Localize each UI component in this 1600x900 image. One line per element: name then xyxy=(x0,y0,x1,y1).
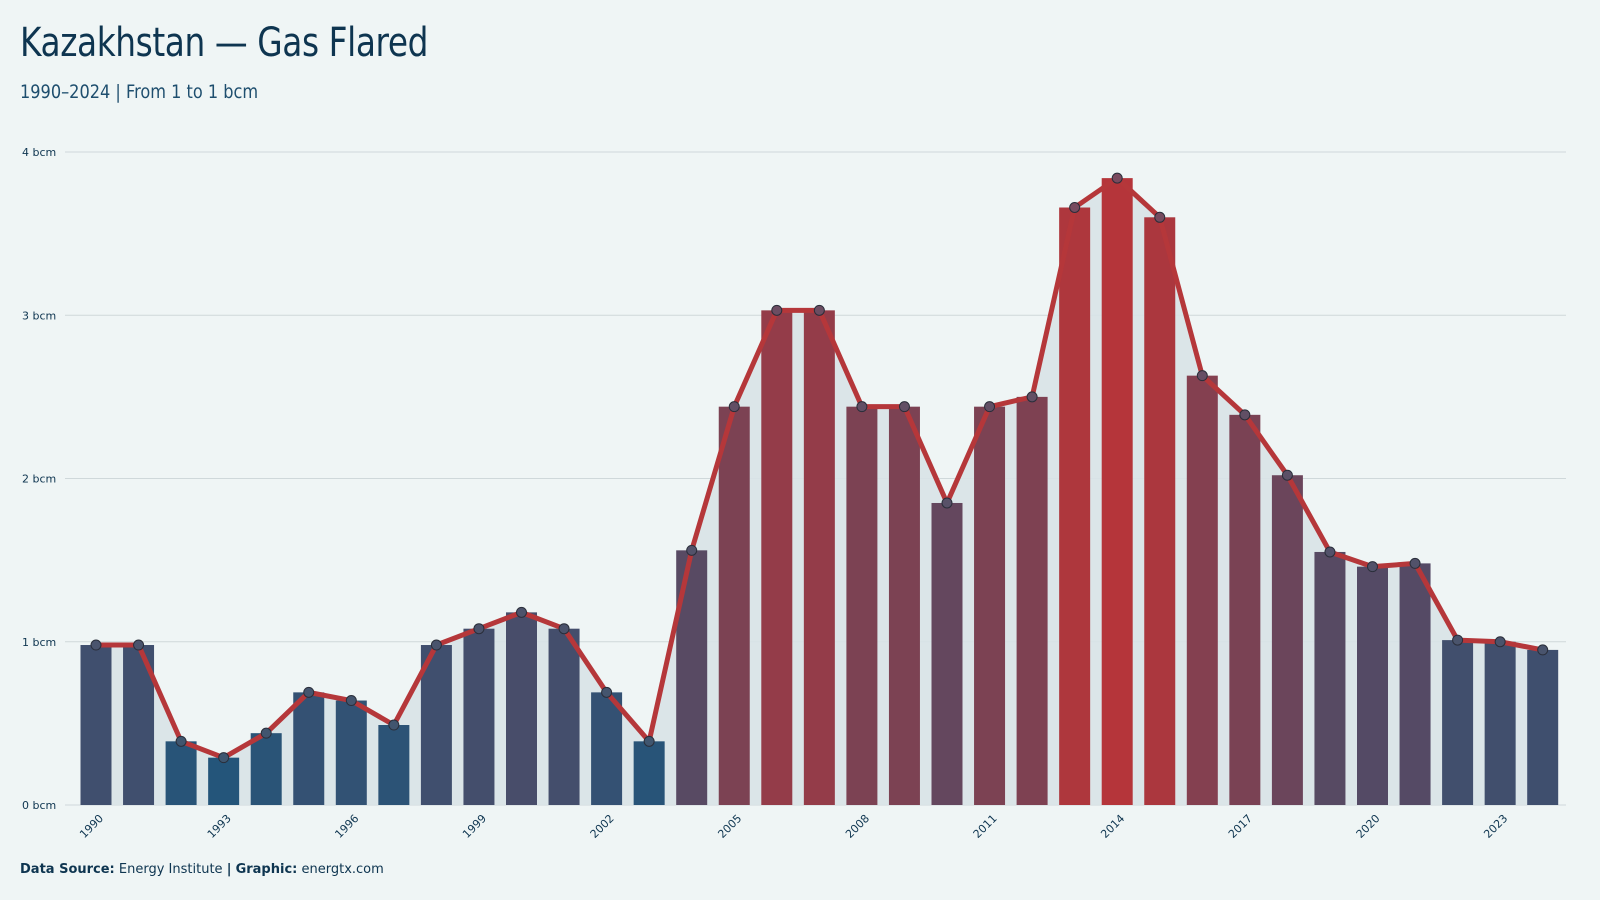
data-point xyxy=(516,606,527,618)
bar xyxy=(1314,551,1346,805)
x-tick-label: 1996 xyxy=(332,812,361,841)
data-point xyxy=(941,497,953,509)
bar xyxy=(1229,414,1261,805)
bar xyxy=(1059,207,1091,805)
bar xyxy=(591,692,623,805)
data-point xyxy=(728,401,740,413)
x-tick-label: 1993 xyxy=(205,812,234,841)
x-tick-label: 2002 xyxy=(588,812,617,841)
bar xyxy=(1186,375,1218,805)
data-point xyxy=(473,623,485,635)
data-point xyxy=(90,639,102,651)
bar xyxy=(1527,649,1559,805)
bar xyxy=(250,733,282,805)
data-point xyxy=(1196,370,1208,382)
source-label: Data Source: xyxy=(20,862,115,877)
bar xyxy=(1016,396,1048,805)
bar xyxy=(548,628,580,805)
data-point xyxy=(1239,409,1251,421)
y-tick-label: 0 bcm xyxy=(22,799,56,812)
data-point xyxy=(1069,202,1081,214)
data-point xyxy=(260,727,272,739)
data-point xyxy=(558,623,570,635)
x-tick-label: 2014 xyxy=(1098,812,1127,841)
data-point xyxy=(1452,634,1464,646)
x-tick-label: 1999 xyxy=(460,812,489,841)
data-point xyxy=(1281,469,1293,481)
bar xyxy=(1484,641,1516,805)
y-tick-label: 3 bcm xyxy=(22,309,56,322)
data-point xyxy=(175,735,187,747)
data-point xyxy=(1409,557,1421,569)
bar xyxy=(1144,217,1176,806)
data-point xyxy=(856,401,868,413)
data-point xyxy=(388,719,400,731)
bar xyxy=(293,692,325,805)
x-tick-label: 2020 xyxy=(1354,812,1383,841)
source-value: Energy Institute xyxy=(118,862,223,877)
data-point xyxy=(345,695,357,707)
footer-source: Data Source: Energy Institute | Graphic:… xyxy=(20,862,384,877)
bar xyxy=(165,741,197,805)
data-point xyxy=(133,639,145,651)
bar xyxy=(208,757,240,805)
data-point xyxy=(1111,172,1123,184)
data-point xyxy=(984,401,996,413)
x-tick-label: 2005 xyxy=(715,812,744,841)
footer-separator: | xyxy=(226,862,232,877)
bar xyxy=(931,502,963,805)
bar xyxy=(974,406,1006,805)
bar xyxy=(1357,566,1388,805)
data-point xyxy=(1324,546,1336,558)
data-point xyxy=(1154,211,1166,223)
bar xyxy=(335,700,367,805)
x-tick-label: 2008 xyxy=(843,812,872,841)
bar xyxy=(1442,640,1474,805)
bar xyxy=(463,628,495,805)
bar xyxy=(1101,178,1133,805)
x-tick-label: 2017 xyxy=(1226,812,1255,841)
bar xyxy=(420,645,452,805)
x-tick-label: 2011 xyxy=(971,812,1000,841)
y-tick-label: 1 bcm xyxy=(22,636,56,649)
bar xyxy=(1271,475,1303,805)
graphic-value: energtx.com xyxy=(301,862,384,877)
bar xyxy=(803,310,835,805)
x-tick-label: 2023 xyxy=(1481,812,1510,841)
data-point xyxy=(303,686,315,698)
bar xyxy=(633,741,665,805)
data-point xyxy=(430,639,442,651)
bar xyxy=(80,645,112,805)
data-point xyxy=(601,686,613,698)
data-point xyxy=(1537,644,1549,656)
bar xyxy=(846,406,878,805)
bar xyxy=(378,725,410,805)
data-point xyxy=(1026,391,1038,403)
bar xyxy=(506,612,537,805)
chart-subtitle: 1990–2024 | From 1 to 1 bcm xyxy=(20,81,259,103)
bar xyxy=(718,406,750,805)
data-point xyxy=(1494,636,1506,648)
data-point xyxy=(813,304,825,316)
y-tick-label: 4 bcm xyxy=(22,146,56,159)
y-tick-label: 2 bcm xyxy=(22,473,56,486)
data-point xyxy=(686,544,698,556)
bar xyxy=(761,310,793,805)
bar xyxy=(1399,563,1431,805)
data-point xyxy=(218,752,230,764)
data-point xyxy=(771,304,783,316)
bar xyxy=(888,406,920,805)
data-point xyxy=(1367,561,1378,573)
graphic-label: Graphic: xyxy=(235,862,298,877)
data-point xyxy=(643,735,655,747)
x-tick-label: 1990 xyxy=(77,812,106,841)
data-point xyxy=(898,401,910,413)
chart-title: Kazakhstan — Gas Flared xyxy=(20,20,429,66)
